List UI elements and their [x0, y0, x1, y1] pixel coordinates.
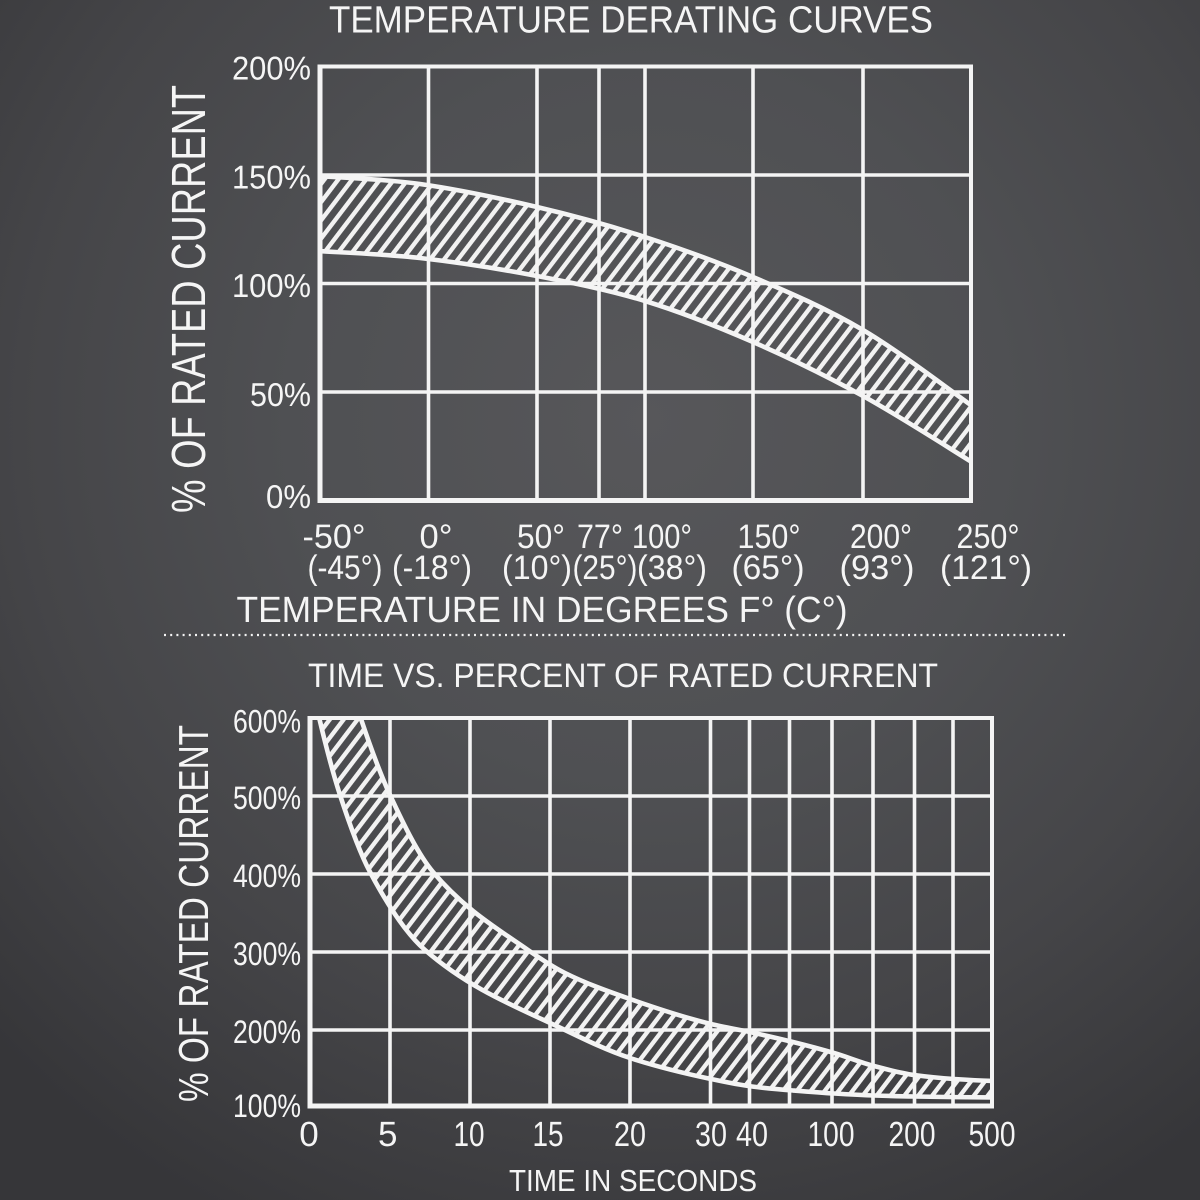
svg-text:30: 30 [695, 1115, 727, 1154]
svg-text:10: 10 [454, 1115, 485, 1154]
svg-text:-50°: -50° [303, 518, 366, 556]
svg-text:0°: 0° [420, 518, 453, 556]
svg-text:TEMPERATURE DERATING CURVES: TEMPERATURE DERATING CURVES [329, 0, 933, 42]
svg-text:% OF RATED CURRENT: % OF RATED CURRENT [170, 725, 217, 1102]
svg-text:100%: 100% [232, 267, 311, 304]
svg-text:150°: 150° [738, 518, 801, 556]
svg-text:(-18°): (-18°) [392, 549, 472, 587]
svg-text:200: 200 [889, 1115, 936, 1154]
svg-text:150%: 150% [232, 159, 311, 196]
svg-text:0: 0 [299, 1115, 318, 1154]
svg-text:250°: 250° [957, 518, 1020, 556]
svg-text:400%: 400% [233, 858, 301, 894]
svg-text:50°: 50° [517, 518, 565, 556]
svg-text:TIME VS. PERCENT OF RATED CURR: TIME VS. PERCENT OF RATED CURRENT [308, 657, 938, 695]
svg-text:(25°): (25°) [573, 549, 638, 587]
svg-text:TEMPERATURE IN DEGREES F° (C°): TEMPERATURE IN DEGREES F° (C°) [237, 589, 848, 630]
svg-text:100%: 100% [233, 1088, 301, 1124]
svg-text:300%: 300% [233, 936, 301, 972]
svg-text:% OF RATED CURRENT: % OF RATED CURRENT [163, 85, 216, 513]
svg-text:5: 5 [378, 1115, 397, 1154]
svg-text:(38°): (38°) [637, 549, 707, 587]
svg-text:50%: 50% [250, 376, 311, 413]
svg-text:200°: 200° [850, 518, 912, 556]
svg-text:500%: 500% [233, 780, 301, 816]
svg-text:20: 20 [614, 1115, 646, 1154]
svg-text:(65°): (65°) [732, 549, 805, 587]
svg-text:77°: 77° [577, 518, 623, 556]
svg-text:40: 40 [736, 1115, 768, 1154]
svg-text:(121°): (121°) [940, 549, 1032, 587]
svg-text:500: 500 [969, 1115, 1016, 1154]
svg-text:15: 15 [533, 1115, 564, 1154]
svg-text:200%: 200% [232, 50, 311, 87]
svg-text:600%: 600% [233, 704, 301, 740]
svg-text:(93°): (93°) [840, 549, 915, 587]
svg-text:0%: 0% [266, 478, 311, 515]
svg-text:(10°): (10°) [502, 549, 572, 587]
svg-text:100: 100 [808, 1115, 855, 1154]
svg-text:100°: 100° [632, 518, 692, 556]
svg-text:(-45°): (-45°) [308, 549, 383, 587]
svg-text:200%: 200% [233, 1014, 301, 1050]
svg-text:TIME IN SECONDS: TIME IN SECONDS [509, 1164, 757, 1198]
